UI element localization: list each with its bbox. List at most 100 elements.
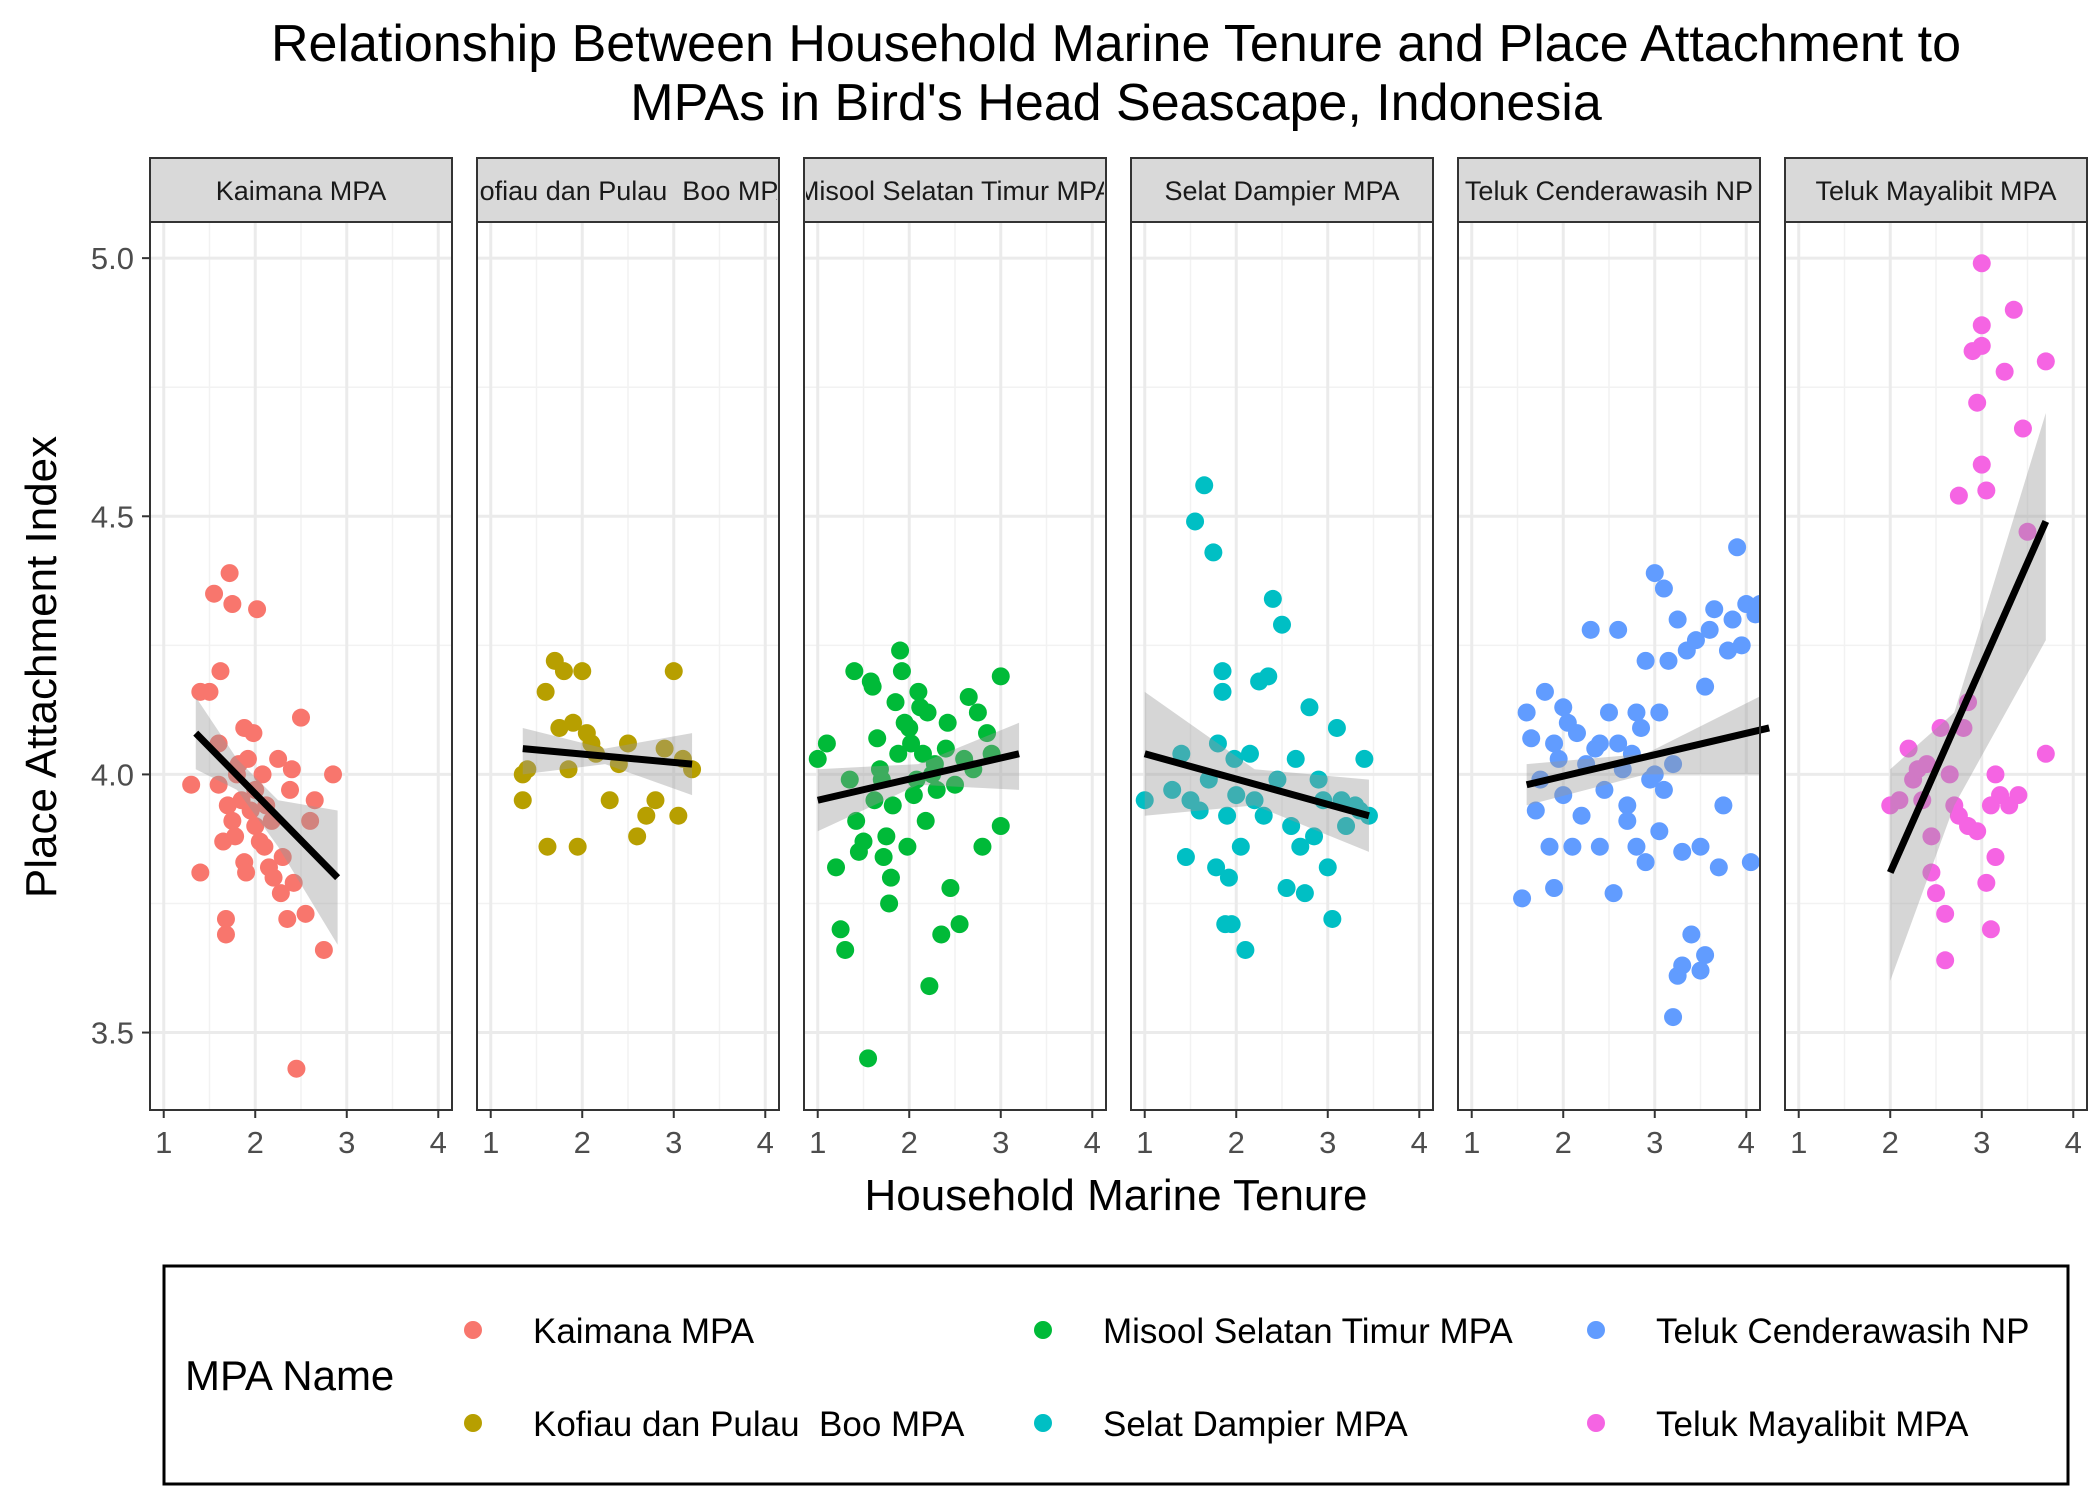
legend-label: Teluk Mayalibit MPA (1656, 1405, 1969, 1444)
chart-title-line-2: MPAs in Bird's Head Seascape, Indonesia (630, 74, 1602, 132)
data-point (1263, 589, 1282, 608)
x-tick-label: 4 (757, 1125, 774, 1160)
data-point (278, 909, 297, 928)
data-point (2013, 419, 2032, 438)
data-point (1709, 858, 1728, 877)
scatter-points (1881, 254, 2055, 970)
data-point (1949, 486, 1968, 505)
legend-label: Kaimana MPA (533, 1312, 755, 1351)
data-point (559, 760, 578, 779)
data-point (1163, 780, 1182, 799)
x-tick-label: 1 (1136, 1125, 1153, 1160)
x-tick-label: 1 (482, 1125, 499, 1160)
confidence-band (1526, 696, 1760, 806)
data-point (1650, 822, 1669, 841)
y-tick-label: 5.0 (91, 241, 134, 276)
data-point (1700, 620, 1719, 639)
panel-border (149, 221, 453, 1111)
data-point (891, 641, 910, 660)
data-point (550, 718, 569, 737)
data-point (284, 873, 303, 892)
data-point (1581, 620, 1600, 639)
data-point (927, 780, 946, 799)
x-tick-label: 3 (665, 1125, 682, 1160)
data-point (292, 708, 310, 727)
data-point (1627, 837, 1646, 856)
y-tick-label: 4.0 (91, 757, 134, 792)
legend-title: MPA Name (185, 1352, 394, 1399)
data-point (1318, 858, 1337, 877)
panel-grid (150, 222, 452, 1110)
facet-strip (1457, 157, 1761, 223)
data-point (244, 724, 263, 743)
data-point (1554, 786, 1573, 805)
data-point (513, 791, 532, 810)
data-point (1604, 884, 1623, 903)
data-point (889, 744, 908, 763)
data-point (1972, 316, 1991, 335)
data-point (845, 662, 864, 681)
data-point (314, 940, 333, 959)
facet-strip (1130, 157, 1434, 223)
data-point (281, 780, 300, 799)
data-point (200, 682, 219, 701)
x-tick-label: 4 (2065, 1125, 2082, 1160)
data-point (938, 713, 957, 732)
data-point (883, 796, 902, 815)
scatter-points (808, 641, 1010, 1068)
data-point (959, 687, 978, 706)
data-point (817, 734, 836, 753)
legend-item: Kofiau dan Pulau Boo MPA (464, 1405, 965, 1444)
data-point (2036, 352, 2055, 371)
data-point (223, 811, 242, 830)
data-point (1540, 837, 1559, 856)
data-point (205, 584, 224, 603)
data-point (216, 925, 235, 944)
facet-strip-label: Kaimana MPA (216, 176, 387, 206)
data-point (248, 600, 267, 619)
data-point (916, 811, 935, 830)
data-point (619, 734, 637, 753)
data-point (1636, 853, 1655, 872)
data-point (1517, 703, 1536, 722)
data-point (1645, 765, 1664, 784)
trend-line (193, 730, 341, 881)
x-tick-label: 1 (1463, 1125, 1480, 1160)
x-tick-label: 1 (155, 1125, 172, 1160)
x-tick-label: 2 (574, 1125, 591, 1160)
x-tick-label: 4 (430, 1125, 447, 1160)
data-point (1172, 744, 1191, 763)
data-point (573, 662, 592, 681)
data-point (1590, 837, 1609, 856)
x-tick-label: 2 (901, 1125, 918, 1160)
data-point (1526, 801, 1545, 820)
x-tick-label: 2 (1555, 1125, 1572, 1160)
trend-line (816, 750, 1020, 804)
data-point (568, 837, 587, 856)
data-point (1664, 1008, 1683, 1027)
data-point (1899, 739, 1918, 758)
data-point (859, 1049, 878, 1068)
data-point (1305, 827, 1324, 846)
x-tick-label: 1 (1790, 1125, 1807, 1160)
data-point (1135, 791, 1154, 810)
data-point (305, 791, 324, 810)
data-point (182, 775, 201, 794)
legend-items: Kaimana MPA Kofiau dan Pulau Boo MPA Misoo… (464, 1312, 2030, 1444)
y-tick-label: 3.5 (91, 1016, 134, 1051)
scatter-points (513, 651, 702, 856)
data-point (1618, 796, 1637, 815)
facet-panel: Teluk Cenderawasih NP 1 2 3 4 (1457, 157, 1770, 1160)
x-tick-label: 1 (809, 1125, 826, 1160)
panel-border (1784, 221, 2088, 1111)
legend-label: Teluk Cenderawasih NP (1656, 1312, 2030, 1351)
data-point (2036, 744, 2055, 763)
data-point (241, 801, 260, 820)
data-point (600, 791, 619, 810)
x-tick-label: 3 (992, 1125, 1009, 1160)
data-point (1554, 698, 1573, 717)
data-point (1682, 925, 1701, 944)
trend-line (1887, 520, 2050, 874)
data-point (827, 858, 846, 877)
